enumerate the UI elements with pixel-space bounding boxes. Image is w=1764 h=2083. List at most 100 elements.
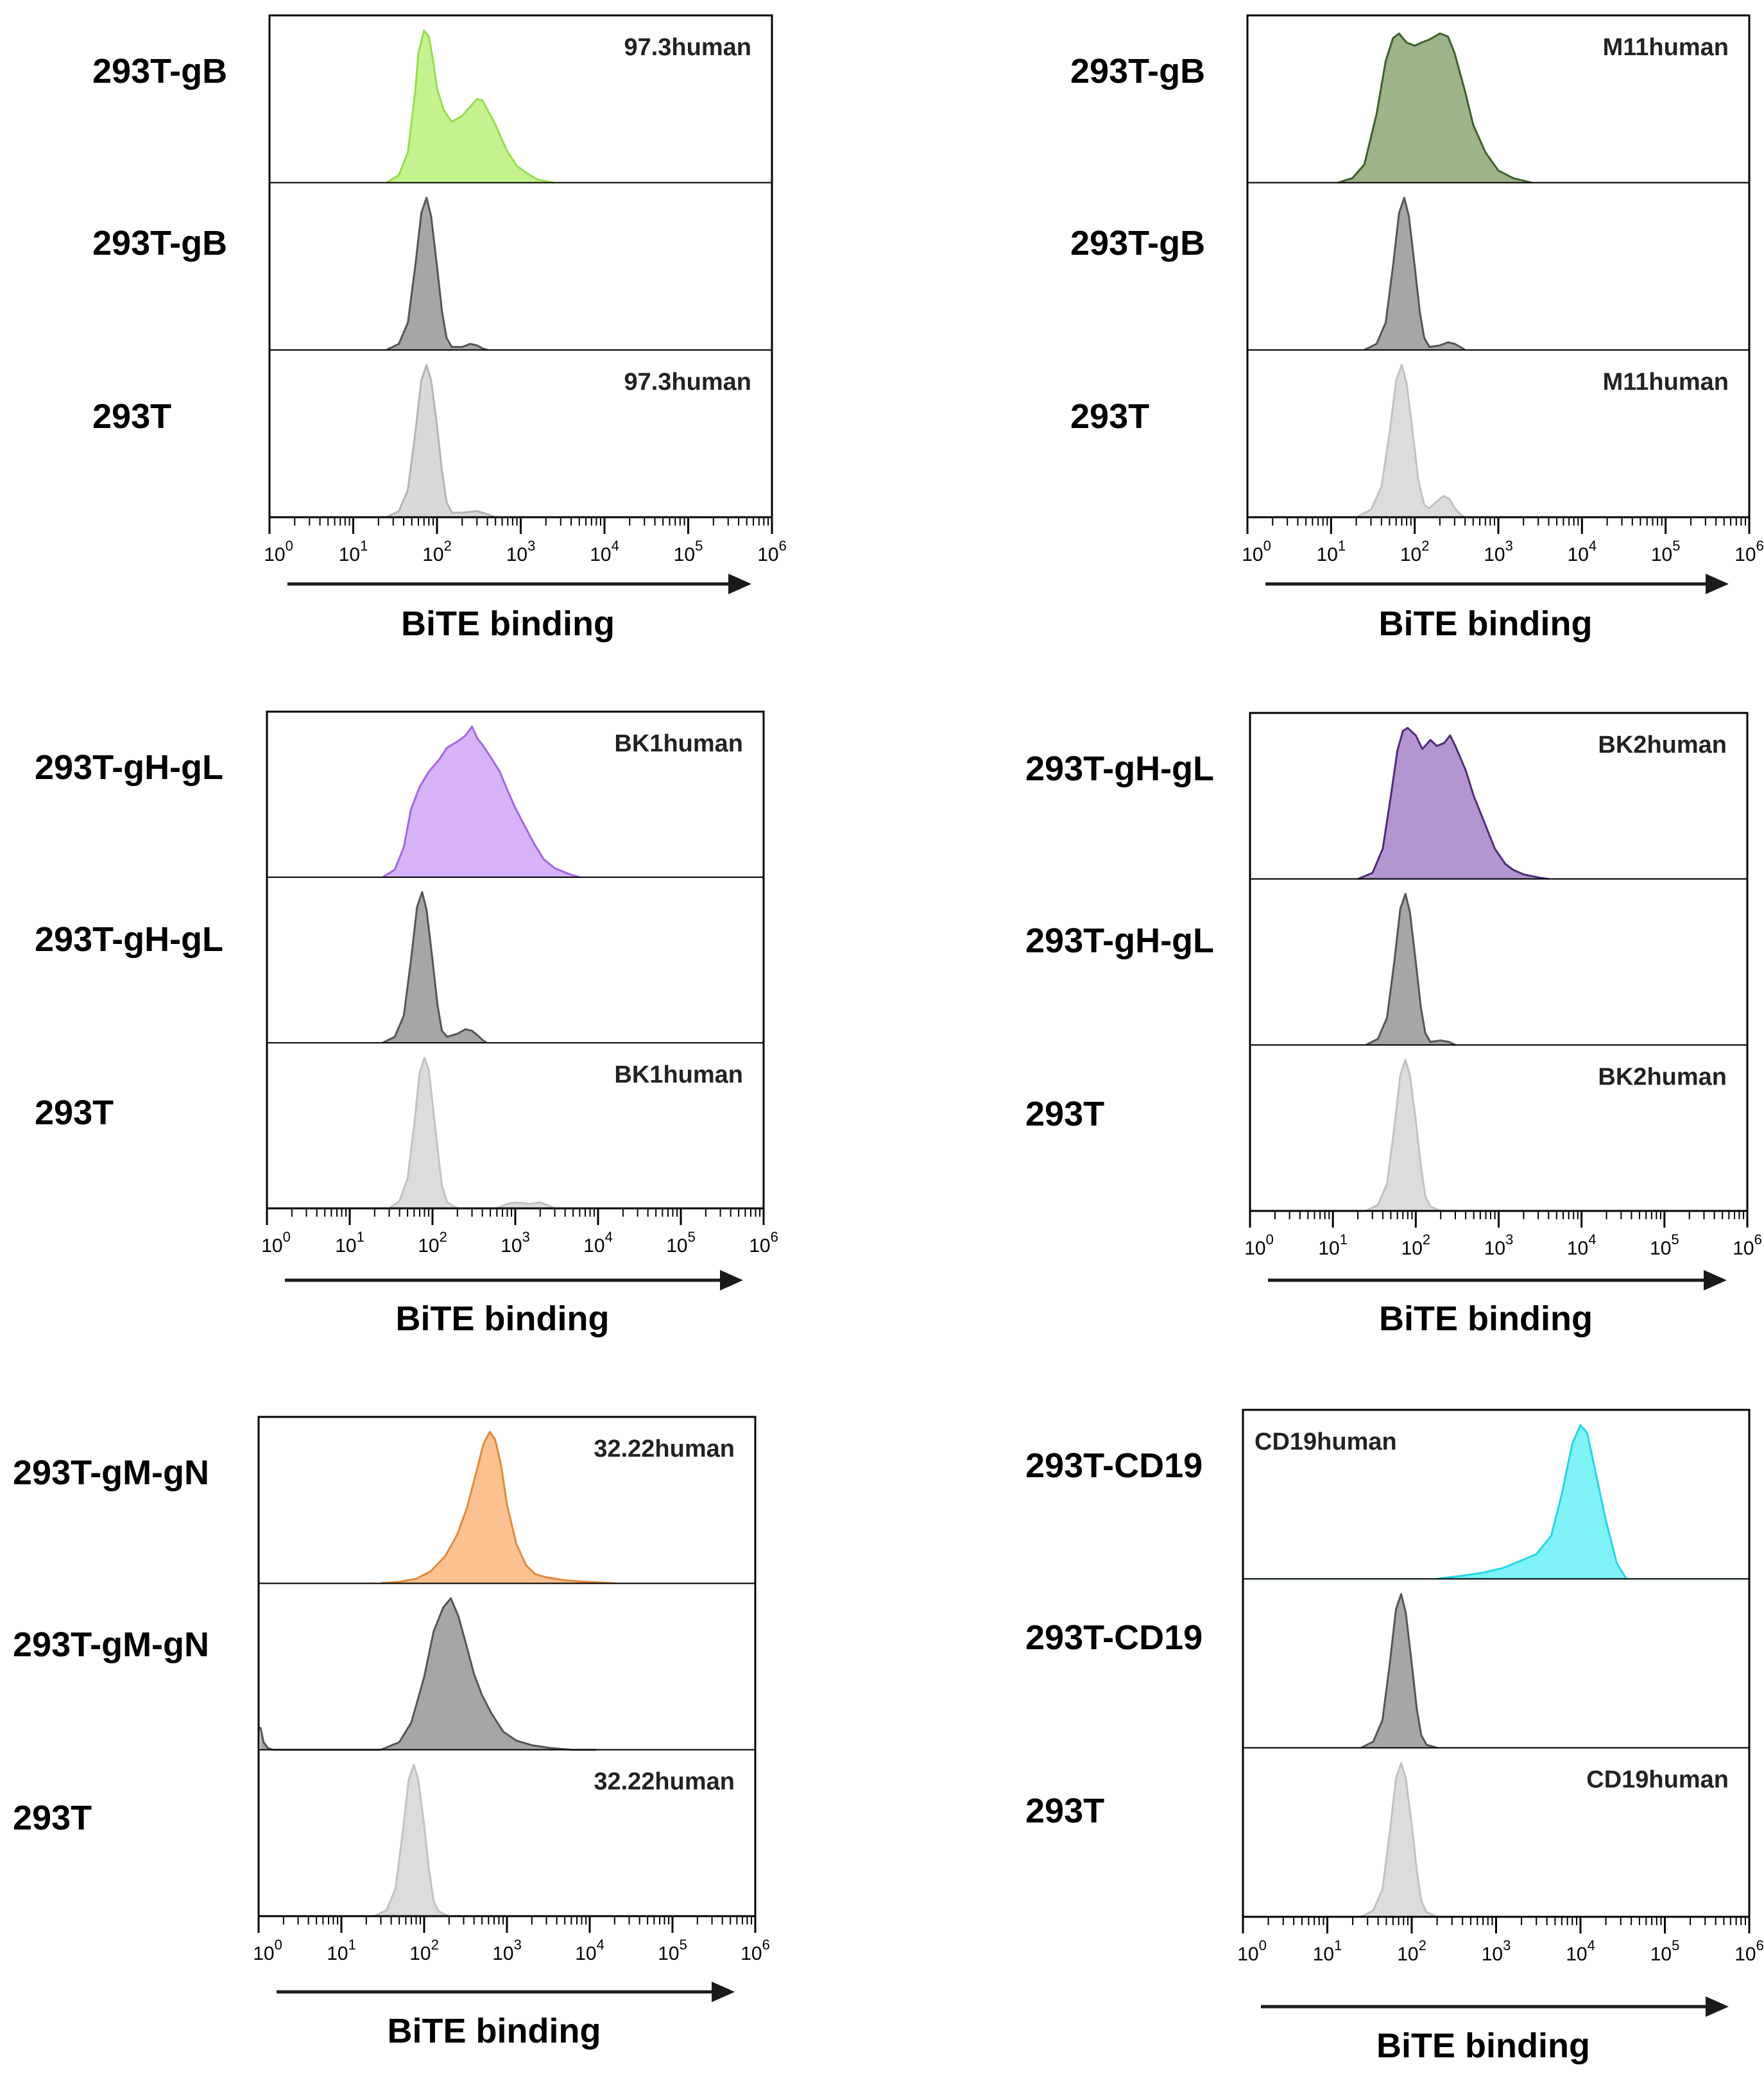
- tick-exponent: 5: [1672, 1937, 1679, 1953]
- x-tick-label: 100: [264, 538, 293, 565]
- x-tick-label: 104: [1567, 1231, 1597, 1259]
- tick-exponent: 6: [1754, 1231, 1762, 1247]
- histogram-panel-bottom-left: 293T-gM-gN 32.22human 293T-gM-gN 293T 32.22h…: [13, 1416, 770, 2050]
- track-label: 293T-gH-gL: [1025, 921, 1214, 960]
- panel-frame: [1249, 712, 1749, 1212]
- track-annotation: BK2human: [1598, 1063, 1727, 1090]
- tick-base: 10: [749, 1235, 770, 1256]
- tick-base: 10: [674, 544, 695, 565]
- tick-exponent: 2: [444, 538, 452, 554]
- tick-exponent: 5: [688, 1229, 696, 1245]
- tick-base: 10: [1401, 1238, 1423, 1259]
- tick-base: 10: [501, 1235, 522, 1256]
- histogram-series-1: [1358, 728, 1549, 879]
- tick-exponent: 6: [1756, 538, 1764, 554]
- tick-base: 10: [1242, 544, 1263, 565]
- tick-exponent: 6: [779, 538, 787, 554]
- panel-frame: [1242, 1409, 1751, 1918]
- histogram-series-1: [381, 1432, 615, 1584]
- arrow-head-icon: [712, 1982, 735, 2002]
- track-label: 293T: [35, 1093, 114, 1132]
- histogram-series-2: [382, 892, 487, 1043]
- track-label: 293T-gH-gL: [1025, 750, 1214, 788]
- x-tick-label: 102: [1401, 1231, 1431, 1259]
- histogram-series-outline: [1365, 1059, 1441, 1212]
- tick-base: 10: [1484, 544, 1505, 565]
- histogram-series-2: [1360, 1594, 1437, 1748]
- x-axis-title: BiTE binding: [1379, 604, 1593, 643]
- tick-exponent: 6: [1756, 1937, 1764, 1953]
- x-tick-label: 100: [253, 1937, 282, 1964]
- x-axis-title: BiTE binding: [401, 604, 615, 643]
- track-label: 293T-gM-gN: [13, 1625, 209, 1664]
- tick-exponent: 0: [1259, 1937, 1267, 1953]
- histogram-panel-bottom-right: 293T-CD19 CD19human 293T-CD19 293T CD19human…: [1025, 1409, 1764, 2065]
- tick-base: 10: [1313, 1944, 1334, 1965]
- tick-exponent: 0: [283, 1229, 291, 1245]
- track-annotation: 97.3human: [624, 368, 751, 395]
- tick-base: 10: [1650, 1238, 1671, 1259]
- x-tick-label: 100: [1237, 1937, 1267, 1965]
- tick-base: 10: [327, 1943, 348, 1964]
- arrow-head-icon: [1706, 574, 1729, 594]
- tick-exponent: 3: [1503, 1937, 1511, 1953]
- x-tick-label: 103: [501, 1229, 530, 1256]
- track-annotation: CD19human: [1254, 1428, 1397, 1455]
- x-tick-label: 104: [590, 538, 619, 565]
- panel-frame: [266, 710, 765, 1210]
- tick-exponent: 3: [522, 1229, 530, 1245]
- tick-base: 10: [1397, 1944, 1418, 1965]
- histogram-series-3: [386, 364, 496, 517]
- tick-base: 10: [1317, 544, 1338, 565]
- tick-base: 10: [1734, 1944, 1756, 1965]
- tick-base: 10: [261, 1235, 282, 1256]
- histogram-series-outline: [373, 1763, 450, 1917]
- histogram-series-outline: [382, 891, 488, 1044]
- tick-base: 10: [1318, 1238, 1339, 1259]
- track-label: 293T-gH-gL: [35, 748, 223, 787]
- x-tick-label: 103: [506, 538, 536, 565]
- histogram-series-outline: [1360, 1762, 1438, 1918]
- x-tick-label: 106: [749, 1229, 778, 1256]
- track-annotation: BK2human: [1598, 732, 1727, 759]
- track-annotation: M11human: [1603, 368, 1729, 395]
- tick-exponent: 0: [1266, 1231, 1274, 1247]
- histogram-panel-middle-left: 293T-gH-gL BK1human 293T-gH-gL 293T BK1human…: [35, 710, 778, 1338]
- tick-exponent: 3: [1505, 1231, 1513, 1247]
- x-tick-label: 101: [1318, 1231, 1348, 1259]
- tick-exponent: 5: [680, 1937, 687, 1953]
- tick-base: 10: [264, 544, 285, 565]
- histogram-series-outline: [1357, 726, 1549, 880]
- tick-base: 10: [741, 1943, 762, 1964]
- tick-exponent: 4: [1589, 538, 1597, 554]
- tick-exponent: 3: [527, 538, 535, 554]
- tick-base: 10: [590, 544, 611, 565]
- panel-frame: [257, 1416, 757, 1917]
- x-tick-label: 100: [261, 1229, 291, 1256]
- histogram-series-outline: [386, 30, 554, 184]
- tick-exponent: 5: [695, 538, 703, 554]
- tick-exponent: 5: [1672, 538, 1680, 554]
- tick-base: 10: [1651, 544, 1672, 565]
- x-tick-label: 100: [1242, 538, 1271, 565]
- tick-exponent: 0: [1263, 538, 1271, 554]
- tick-base: 10: [506, 544, 527, 565]
- tick-exponent: 6: [762, 1937, 770, 1953]
- track-annotation: 32.22human: [594, 1436, 735, 1462]
- x-tick-label: 106: [1733, 1231, 1762, 1259]
- panel-frame: [1246, 14, 1751, 519]
- histogram-series-3: [1366, 1059, 1441, 1211]
- tick-base: 10: [1733, 1238, 1754, 1259]
- track-label: 293T-gB: [92, 224, 227, 262]
- track-annotation: M11human: [1603, 34, 1729, 61]
- tick-base: 10: [409, 1943, 431, 1964]
- tick-exponent: 1: [1338, 538, 1346, 554]
- x-tick-label: 105: [1650, 1937, 1680, 1965]
- tick-base: 10: [1482, 1944, 1503, 1965]
- x-tick-label: 102: [422, 538, 452, 565]
- histogram-series-outline: [1364, 196, 1466, 351]
- tick-exponent: 6: [771, 1229, 778, 1245]
- histogram-series-1: [1337, 33, 1532, 183]
